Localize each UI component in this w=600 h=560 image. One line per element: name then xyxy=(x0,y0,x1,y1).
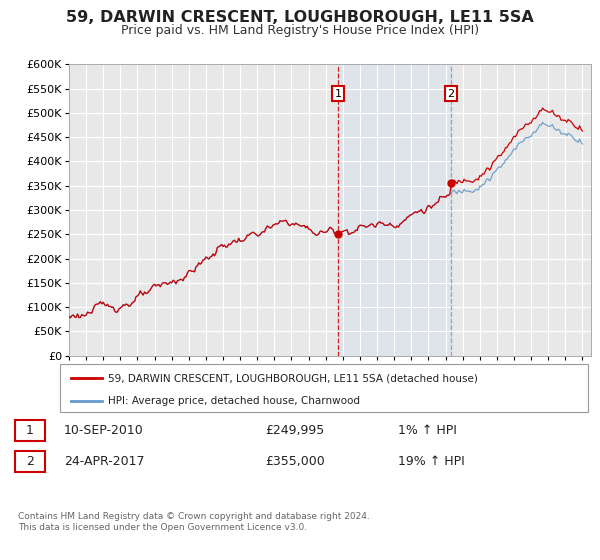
FancyBboxPatch shape xyxy=(15,451,45,472)
Text: 1% ↑ HPI: 1% ↑ HPI xyxy=(398,424,457,437)
Bar xyxy=(338,64,451,356)
Text: 10-SEP-2010: 10-SEP-2010 xyxy=(64,424,143,437)
Text: HPI: Average price, detached house, Charnwood: HPI: Average price, detached house, Char… xyxy=(107,396,359,406)
FancyBboxPatch shape xyxy=(60,364,588,412)
Text: 1: 1 xyxy=(334,88,341,99)
Text: 59, DARWIN CRESCENT, LOUGHBOROUGH, LE11 5SA: 59, DARWIN CRESCENT, LOUGHBOROUGH, LE11 … xyxy=(66,10,534,25)
FancyBboxPatch shape xyxy=(15,420,45,441)
Text: 24-APR-2017: 24-APR-2017 xyxy=(64,455,145,468)
Text: Price paid vs. HM Land Registry's House Price Index (HPI): Price paid vs. HM Land Registry's House … xyxy=(121,24,479,36)
Text: 2: 2 xyxy=(448,88,455,99)
Text: Contains HM Land Registry data © Crown copyright and database right 2024.
This d: Contains HM Land Registry data © Crown c… xyxy=(18,512,370,532)
Text: 2: 2 xyxy=(26,455,34,468)
Text: 1: 1 xyxy=(26,424,34,437)
Text: £355,000: £355,000 xyxy=(265,455,325,468)
Text: £249,995: £249,995 xyxy=(265,424,325,437)
Text: 59, DARWIN CRESCENT, LOUGHBOROUGH, LE11 5SA (detached house): 59, DARWIN CRESCENT, LOUGHBOROUGH, LE11 … xyxy=(107,374,478,383)
Text: 19% ↑ HPI: 19% ↑ HPI xyxy=(398,455,464,468)
